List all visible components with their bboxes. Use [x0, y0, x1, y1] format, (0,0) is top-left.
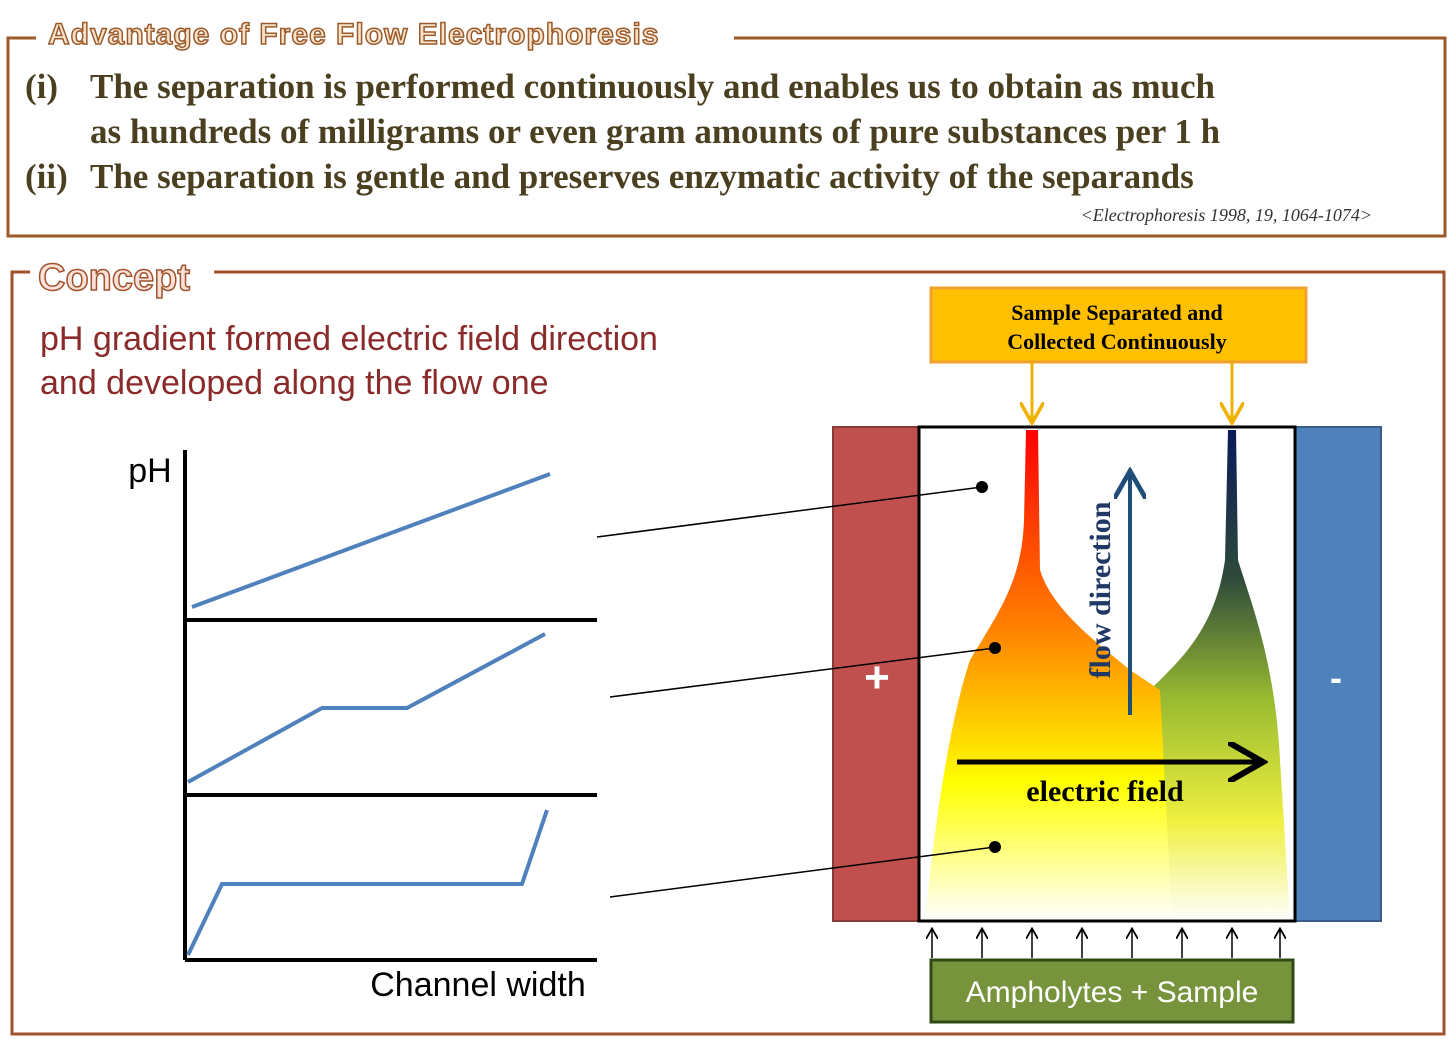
- concept-title: Concept: [38, 257, 190, 299]
- y-label: pH: [128, 452, 171, 490]
- description-line: pH gradient formed electric field direct…: [40, 320, 658, 358]
- connector: [596, 486, 983, 538]
- item-marker: (i): [25, 67, 58, 106]
- band-acidic: [925, 430, 1172, 920]
- flow-label: flow direction: [1084, 501, 1117, 678]
- item-line: as hundreds of milligrams or even gram a…: [90, 112, 1220, 151]
- title-backdrop: [36, 20, 734, 54]
- output-label: Collected Continuously: [1007, 329, 1226, 354]
- description-line: and developed along the flow one: [40, 364, 549, 402]
- input-box: [929, 958, 1295, 1024]
- ph-curve: [191, 472, 551, 609]
- connector: [609, 647, 996, 698]
- reference: <Electrophoresis 1998, 19, 1064-1074>: [1081, 205, 1372, 225]
- channel-border: [917, 425, 1297, 923]
- field-label: electric field: [1026, 775, 1184, 808]
- inflow-arrows: [932, 930, 1280, 958]
- ph-curve: [187, 632, 546, 784]
- anode: [832, 426, 920, 922]
- item-line: The separation is performed continuously…: [90, 67, 1215, 106]
- output-label: Sample Separated and: [1011, 300, 1222, 325]
- title-backdrop: [30, 255, 214, 295]
- cathode-sign: -: [1330, 657, 1342, 698]
- item-marker: (ii): [25, 157, 68, 196]
- connector: [609, 846, 996, 898]
- connector-dot: [989, 642, 1001, 654]
- item-line: The separation is gentle and preserves e…: [90, 157, 1194, 196]
- connector-dot: [989, 841, 1001, 853]
- anode-sign: +: [864, 653, 890, 702]
- ph-curve: [186, 809, 549, 956]
- input-label: Ampholytes + Sample: [966, 976, 1259, 1009]
- x-label: Channel width: [370, 966, 585, 1004]
- concept-box: [10, 270, 1446, 1036]
- output-box: [929, 286, 1308, 364]
- connector-dot: [976, 481, 988, 493]
- advantage-title: Advantage of Free Flow Electrophoresis: [48, 18, 659, 51]
